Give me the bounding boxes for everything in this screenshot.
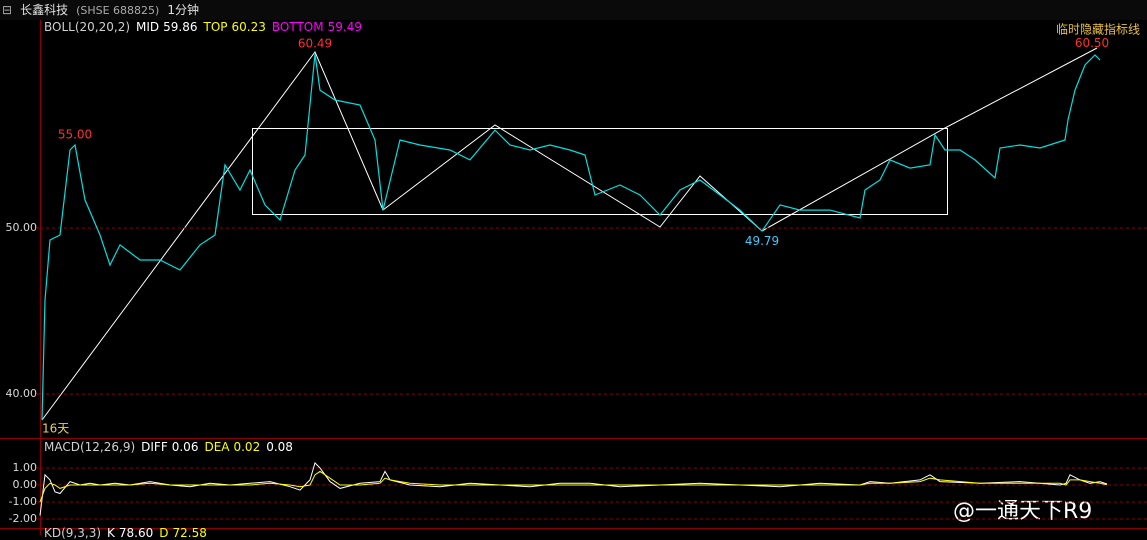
price-annotation: 55.00 [58,128,92,142]
zigzag-line [41,47,1098,421]
title-bar: ⊟ 长鑫科技 (SHSE 688825) 1分钟 [0,0,1147,20]
stat-name: BOTTOM [271,20,324,34]
range-box [252,128,948,215]
price-annotation: 49.79 [745,234,779,248]
period-select[interactable]: 1分钟 [167,3,199,17]
days-label: 16天 [42,422,69,436]
series-value: 0.06 [171,440,199,454]
legend-item: D 72.58 [159,526,207,540]
price-annotation: 60.50 [1075,36,1109,50]
series-line [39,470,1108,503]
series-line [39,461,1108,516]
legend-item: DEA 0.02 [204,440,260,454]
stock-title[interactable]: 长鑫科技 [20,3,69,17]
y-tick-label: 40.00 [6,387,38,400]
stat-value: 59.86 [163,20,198,34]
series-name: K [107,526,115,540]
series-value: 72.58 [172,526,207,540]
stat-value: 60.23 [231,20,266,34]
legend-item: K 78.60 [107,526,153,540]
kd-header: KD(9,3,3) K 78.60 D 72.58 [44,526,213,540]
watermark: @一通天下R9 [953,499,1092,524]
stat: TOP 60.23 [204,20,266,34]
indicator-name: BOLL(20,20,2) [44,20,131,34]
series-name: DEA [204,440,230,454]
stat-name: TOP [203,20,228,34]
series-name: D [159,526,169,540]
indicator-name: MACD(12,26,9) [44,440,136,454]
y-tick-label: -2.00 [9,512,37,525]
drawing-tools [41,47,1098,421]
y-tick-label: 50.00 [6,221,38,234]
series-value: 0.02 [233,440,261,454]
y-tick-label: 0.00 [13,478,38,491]
stat: BOTTOM 59.49 [272,20,362,34]
frame [0,20,1147,535]
y-tick-label: 1.00 [13,461,38,474]
price-line [41,53,1101,421]
hide-indicator-button[interactable]: 临时隐藏指标线 [1056,22,1140,37]
menu-icon[interactable]: ⊟ [2,3,13,17]
stat: MID 59.86 [136,20,198,34]
stat-name: MID [136,20,160,34]
price-annotation: 60.49 [298,36,332,50]
legend-item: DIFF 0.06 [141,440,198,454]
macd-header: MACD(12,26,9) DIFF 0.06 DEA 0.02 0.08 [44,440,299,454]
series-name: DIFF [141,440,168,454]
stat-value: 59.49 [327,20,362,34]
boll-header: BOLL(20,20,2) MID 59.86 TOP 60.23 BOTTOM 59.49 [44,20,368,34]
indicator-name: KD(9,3,3) [44,526,102,540]
series-value: 78.60 [118,526,154,540]
macd-value: 0.08 [266,440,293,454]
y-tick-label: -1.00 [9,495,37,508]
stock-code: (SHSE 688825) [76,4,160,17]
